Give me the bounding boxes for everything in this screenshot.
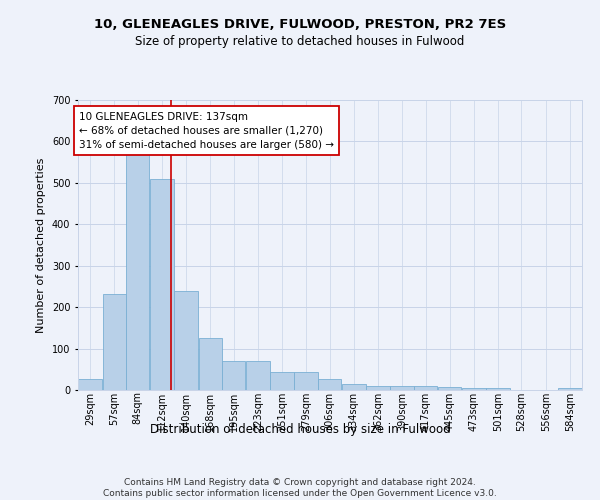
Bar bbox=[342, 384, 365, 390]
Bar bbox=[438, 386, 461, 390]
Bar bbox=[414, 386, 437, 390]
Text: Distribution of detached houses by size in Fulwood: Distribution of detached houses by size … bbox=[149, 422, 451, 436]
Bar bbox=[103, 294, 126, 390]
Bar bbox=[366, 386, 390, 390]
Bar bbox=[199, 338, 222, 390]
Text: Contains HM Land Registry data © Crown copyright and database right 2024.
Contai: Contains HM Land Registry data © Crown c… bbox=[103, 478, 497, 498]
Text: 10, GLENEAGLES DRIVE, FULWOOD, PRESTON, PR2 7ES: 10, GLENEAGLES DRIVE, FULWOOD, PRESTON, … bbox=[94, 18, 506, 30]
Bar bbox=[222, 361, 245, 390]
Bar bbox=[79, 379, 102, 390]
Bar bbox=[462, 388, 485, 390]
Bar bbox=[487, 388, 510, 390]
Bar bbox=[270, 372, 294, 390]
Text: Size of property relative to detached houses in Fulwood: Size of property relative to detached ho… bbox=[136, 35, 464, 48]
Bar bbox=[318, 379, 341, 390]
Text: 10 GLENEAGLES DRIVE: 137sqm
← 68% of detached houses are smaller (1,270)
31% of : 10 GLENEAGLES DRIVE: 137sqm ← 68% of det… bbox=[79, 112, 334, 150]
Y-axis label: Number of detached properties: Number of detached properties bbox=[37, 158, 46, 332]
Bar bbox=[391, 386, 414, 390]
Bar bbox=[558, 388, 581, 390]
Bar bbox=[126, 154, 149, 390]
Bar bbox=[175, 290, 198, 390]
Bar bbox=[295, 372, 318, 390]
Bar bbox=[246, 361, 269, 390]
Bar bbox=[150, 178, 173, 390]
